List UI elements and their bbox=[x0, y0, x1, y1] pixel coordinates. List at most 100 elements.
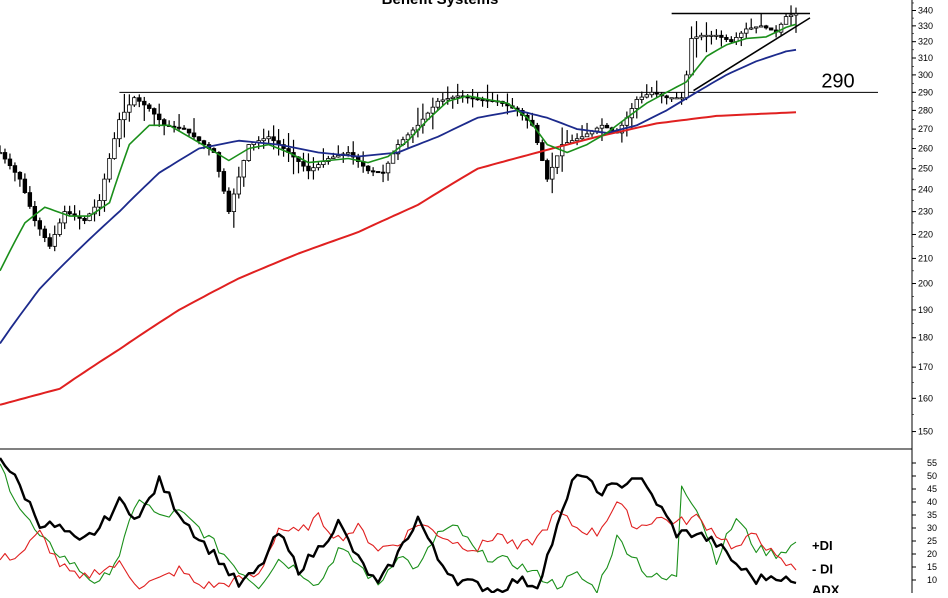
price-bar-body bbox=[550, 166, 555, 180]
price-bar-body bbox=[639, 96, 644, 100]
price-bar bbox=[749, 18, 754, 31]
price-bar bbox=[216, 151, 222, 178]
price-tick-label: 340 bbox=[918, 5, 933, 15]
indicator-tick-label: 10 bbox=[927, 575, 937, 585]
price-bar bbox=[221, 168, 227, 194]
price-bar bbox=[7, 153, 13, 170]
price-bar bbox=[186, 128, 192, 137]
price-bar-body bbox=[649, 91, 654, 96]
right-axes: 340 330 320 310 300 290 280 270 260 250 240 230 220 2… bbox=[911, 0, 937, 593]
price-bar-body bbox=[241, 160, 246, 178]
price-bar-body bbox=[2, 152, 8, 160]
price-bar-body bbox=[351, 152, 356, 158]
price-bar bbox=[301, 152, 306, 172]
price-tick-label: 280 bbox=[918, 105, 933, 115]
price-bar-body bbox=[57, 222, 62, 235]
price-tick-label: 230 bbox=[918, 207, 933, 217]
indicator-tick-label: 20 bbox=[927, 549, 937, 559]
price-bar bbox=[62, 205, 67, 230]
price-bar-body bbox=[445, 98, 450, 101]
price-bar-body bbox=[226, 190, 232, 213]
price-bar-body bbox=[321, 161, 326, 166]
price-bar bbox=[142, 96, 147, 121]
price-bar bbox=[156, 103, 162, 127]
price-bar-body bbox=[370, 170, 376, 173]
price-bar-body bbox=[724, 37, 729, 40]
price-bar bbox=[152, 107, 157, 127]
price-bar bbox=[127, 94, 132, 122]
price-bar bbox=[754, 26, 759, 34]
price-bar-body bbox=[52, 234, 57, 247]
price-bar-body bbox=[450, 96, 455, 99]
price-bar bbox=[709, 30, 714, 45]
price-tick-label: 270 bbox=[918, 124, 933, 134]
price-bar bbox=[793, 7, 799, 33]
price-bar bbox=[674, 92, 679, 100]
price-tick-label: 240 bbox=[918, 185, 933, 195]
price-bar-body bbox=[664, 95, 669, 99]
price-bar bbox=[545, 158, 550, 182]
price-bar-body bbox=[47, 237, 52, 247]
price-bar-body bbox=[301, 161, 306, 167]
price-bar bbox=[181, 125, 187, 130]
indicator-panel: +DI - DI ADX bbox=[0, 457, 840, 597]
price-bar-body bbox=[122, 111, 127, 121]
price-bar bbox=[147, 103, 152, 112]
price-bar-body bbox=[380, 171, 386, 174]
price-bar-body bbox=[440, 99, 445, 102]
price-bar bbox=[22, 173, 28, 194]
price-bar-body bbox=[127, 104, 132, 113]
price-tick-label: 220 bbox=[918, 229, 933, 239]
price-bar bbox=[336, 145, 341, 158]
price-bar bbox=[57, 218, 62, 237]
price-bar bbox=[0, 145, 3, 155]
price-bar bbox=[306, 153, 311, 180]
price-bar bbox=[679, 92, 684, 105]
price-bar-body bbox=[594, 127, 600, 132]
price-bar-body bbox=[470, 97, 475, 100]
moving-average-long bbox=[0, 111, 797, 406]
price-bar-body bbox=[152, 108, 157, 115]
price-bar bbox=[763, 24, 769, 30]
indicator-label-di: - DI bbox=[812, 562, 833, 577]
price-bar-body bbox=[156, 113, 162, 121]
price-tick-label: 170 bbox=[918, 362, 933, 372]
price-bar bbox=[699, 32, 704, 41]
level-annotation-290: 290 bbox=[821, 70, 854, 92]
price-bar bbox=[634, 96, 639, 119]
price-bar-body bbox=[221, 171, 227, 192]
price-bar-body bbox=[17, 171, 23, 180]
indicator-tick-label: 35 bbox=[927, 510, 937, 520]
price-bar bbox=[2, 148, 8, 164]
price-bar bbox=[649, 86, 654, 98]
price-bar-body bbox=[684, 74, 689, 99]
price-bar bbox=[97, 194, 102, 217]
price-bar bbox=[604, 123, 610, 129]
price-bar bbox=[137, 94, 142, 108]
price-panel: 290 bbox=[0, 5, 878, 406]
price-bar-body bbox=[236, 176, 241, 195]
price-bar bbox=[107, 153, 112, 183]
price-bar-body bbox=[788, 14, 794, 17]
price-bar-body bbox=[669, 97, 674, 100]
price-bar bbox=[435, 97, 440, 111]
price-bar bbox=[654, 80, 659, 98]
price-tick-label: 180 bbox=[918, 333, 933, 343]
price-bar-body bbox=[783, 16, 789, 25]
price-bar bbox=[92, 199, 97, 222]
price-bar bbox=[122, 93, 127, 138]
price-bar bbox=[669, 97, 674, 102]
price-tick-label: 210 bbox=[918, 253, 933, 263]
price-bar bbox=[758, 13, 764, 28]
price-bar-body bbox=[201, 140, 207, 145]
price-bar-body bbox=[27, 192, 33, 207]
indicator-tick-label: 15 bbox=[927, 562, 937, 572]
price-bar bbox=[176, 114, 182, 132]
price-bar-body bbox=[112, 138, 117, 159]
price-bar bbox=[579, 125, 585, 142]
price-bar bbox=[231, 188, 237, 228]
price-bar-body bbox=[465, 96, 470, 99]
price-bar-body bbox=[763, 25, 769, 29]
price-bar-body bbox=[758, 25, 764, 28]
price-bar-body bbox=[604, 124, 610, 129]
